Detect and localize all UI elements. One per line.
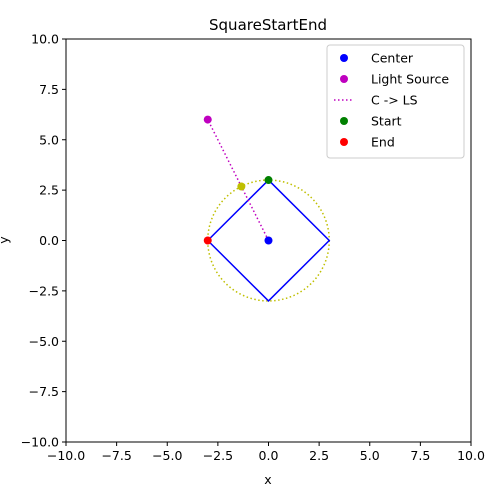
y-tick-label: 5.0 (39, 132, 59, 147)
legend-swatch-end (340, 138, 348, 146)
y-tick-label: −5.0 (29, 334, 59, 349)
x-tick-label: 5.0 (360, 448, 380, 463)
legend-label-c-ls: C -> LS (371, 93, 418, 108)
legend-label-light-source: Light Source (371, 72, 449, 87)
x-tick-label: −2.5 (203, 448, 233, 463)
x-tick-label: 0.0 (259, 448, 279, 463)
x-axis-label: x (264, 472, 271, 487)
legend-box (326, 44, 465, 159)
center-to-light-source-line (207, 119, 270, 241)
y-axis-label: y (0, 236, 11, 244)
y-tick-label: 7.5 (39, 82, 59, 97)
intersection-point (237, 182, 246, 191)
point-end (203, 236, 212, 245)
x-axis: −10.0 −7.5 −5.0 −2.5 0.0 2.5 5.0 7.5 10.0 (47, 442, 485, 463)
legend-swatch-light-source (340, 75, 348, 83)
y-tick-label: 0.0 (39, 233, 59, 248)
square-outline (206, 178, 331, 303)
x-tick-label: 10.0 (457, 448, 485, 463)
x-tick-label: −5.0 (152, 448, 182, 463)
point-start (264, 176, 273, 185)
legend-label-end: End (371, 135, 395, 150)
legend: Center Light Source C -> LS Start End (326, 44, 465, 159)
x-tick-label: 7.5 (410, 448, 430, 463)
legend-label-center: Center (371, 51, 414, 66)
y-tick-label: −2.5 (29, 283, 59, 298)
y-axis: −10.0 −7.5 −5.0 −2.5 0.0 2.5 5.0 7.5 10.0 (21, 32, 66, 450)
chart-title: SquareStartEnd (209, 16, 327, 34)
legend-label-start: Start (371, 114, 402, 129)
point-light-source (203, 115, 212, 124)
x-tick-label: −7.5 (101, 448, 131, 463)
y-tick-label: −10.0 (21, 435, 59, 450)
x-tick-label: −10.0 (47, 448, 85, 463)
legend-swatch-start (340, 117, 348, 125)
x-tick-label: 2.5 (309, 448, 329, 463)
y-tick-label: 10.0 (31, 32, 59, 47)
chart-marks (203, 115, 331, 303)
y-tick-label: 2.5 (39, 183, 59, 198)
y-tick-label: −7.5 (29, 384, 59, 399)
point-center (264, 236, 273, 245)
legend-swatch-center (340, 54, 348, 62)
